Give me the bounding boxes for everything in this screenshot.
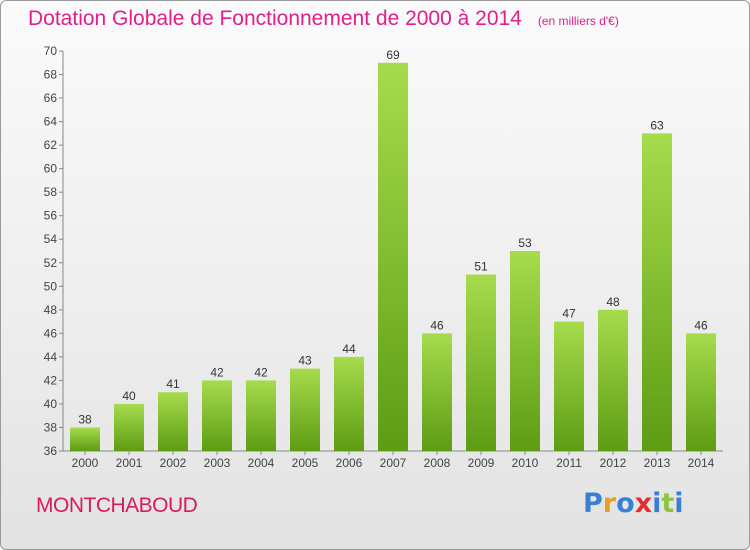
data-label: 48 xyxy=(606,295,620,309)
y-tick-label: 64 xyxy=(44,115,58,129)
x-tick-label: 2007 xyxy=(380,456,407,470)
y-tick-label: 56 xyxy=(44,209,58,223)
bar xyxy=(510,251,540,451)
x-tick-label: 2014 xyxy=(688,456,715,470)
x-tick-label: 2008 xyxy=(424,456,451,470)
x-tick-label: 2002 xyxy=(160,456,187,470)
commune-name: MONTCHABOUD xyxy=(36,494,198,517)
bar xyxy=(202,380,232,451)
x-tick-label: 2004 xyxy=(248,456,275,470)
data-label: 47 xyxy=(562,307,576,321)
data-label: 43 xyxy=(298,354,312,368)
y-tick-label: 44 xyxy=(44,350,58,364)
bar xyxy=(642,133,672,451)
bars xyxy=(70,62,716,451)
y-tick-label: 66 xyxy=(44,91,58,105)
data-label: 63 xyxy=(650,118,664,132)
chart-title: Dotation Globale de Fonctionnement de 20… xyxy=(28,7,522,30)
logo-letter: P xyxy=(583,488,603,519)
x-tick-label: 2009 xyxy=(468,456,495,470)
x-tick-label: 2001 xyxy=(116,456,143,470)
bar xyxy=(554,321,584,451)
logo-letter: i xyxy=(652,488,662,519)
x-tick-label: 2011 xyxy=(556,456,582,470)
data-label: 51 xyxy=(474,260,488,274)
y-tick-label: 46 xyxy=(44,326,58,340)
logo-letter: r xyxy=(602,488,617,519)
data-label: 38 xyxy=(78,412,92,426)
logo-letter: x xyxy=(634,488,653,519)
data-label: 44 xyxy=(342,342,356,356)
bar xyxy=(70,427,100,451)
data-label: 42 xyxy=(210,365,224,379)
value-labels: 38 40 41 42 42 43 44 69 46 51 53 47 48 63 46 xyxy=(78,48,708,427)
proxiti-logo: Proxiti xyxy=(583,488,684,519)
data-label: 46 xyxy=(430,318,444,332)
x-tick-label: 2003 xyxy=(204,456,231,470)
x-tick-label: 2000 xyxy=(72,456,99,470)
bar xyxy=(378,62,408,451)
y-tick-label: 62 xyxy=(44,138,58,152)
data-label: 40 xyxy=(122,389,136,403)
x-tick-label: 2010 xyxy=(512,456,539,470)
chart-unit: (en milliers d'€) xyxy=(537,14,619,28)
x-tick-label: 2012 xyxy=(600,456,627,470)
x-tick-label: 2006 xyxy=(336,456,363,470)
bar xyxy=(422,333,452,451)
data-label: 42 xyxy=(254,365,268,379)
y-tick-label: 58 xyxy=(44,185,58,199)
bar xyxy=(246,380,276,451)
logo-letter: o xyxy=(616,488,635,519)
y-tick-label: 38 xyxy=(44,420,58,434)
data-label: 69 xyxy=(386,48,400,62)
y-tick-label: 48 xyxy=(44,303,58,317)
x-tick-label: 2013 xyxy=(644,456,671,470)
bar xyxy=(686,333,716,451)
data-label: 53 xyxy=(518,236,532,250)
bar xyxy=(158,392,188,451)
bar xyxy=(114,403,144,451)
y-tick-label: 40 xyxy=(44,397,58,411)
bar xyxy=(334,356,364,451)
bar xyxy=(290,368,320,451)
y-tick-label: 70 xyxy=(44,44,58,58)
y-tick-label: 36 xyxy=(44,444,58,458)
y-tick-label: 52 xyxy=(44,256,58,270)
data-label: 46 xyxy=(694,318,708,332)
y-tick-label: 54 xyxy=(44,232,58,246)
title-row: Dotation Globale de Fonctionnement de 20… xyxy=(28,7,619,31)
logo-letter: i xyxy=(674,488,684,519)
y-tick-label: 68 xyxy=(44,68,58,82)
data-label: 41 xyxy=(166,377,180,391)
logo-letter: t xyxy=(661,488,675,519)
y-tick-label: 42 xyxy=(44,373,58,387)
bar xyxy=(598,309,628,451)
x-tick-label: 2005 xyxy=(292,456,319,470)
y-tick-label: 50 xyxy=(44,279,58,293)
bar xyxy=(466,274,496,451)
y-tick-label: 60 xyxy=(44,162,58,176)
